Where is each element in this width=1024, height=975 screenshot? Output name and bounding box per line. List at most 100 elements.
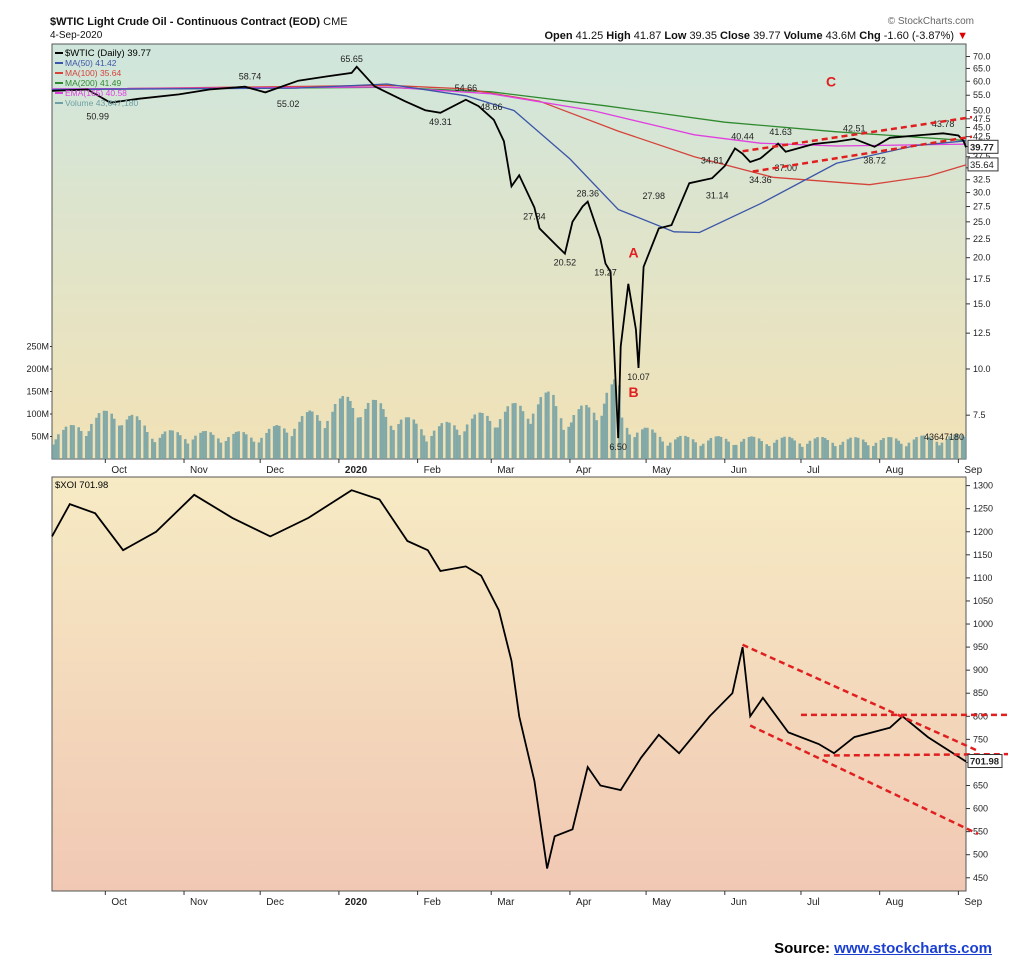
volume-bar — [864, 442, 868, 459]
volume-bar — [219, 442, 223, 459]
volume-bar — [242, 432, 246, 459]
xoi-tick-label: 1100 — [973, 573, 992, 583]
volume-bar — [694, 442, 697, 459]
quote-high: 41.87 — [633, 30, 662, 42]
xoi-legend: $XOI 701.98 — [55, 480, 108, 491]
volume-bar — [209, 432, 213, 459]
volume-bar — [927, 436, 931, 459]
price-label: 48.66 — [480, 102, 503, 112]
price-tick-label: 70.0 — [973, 52, 991, 62]
volume-bar — [707, 440, 710, 459]
volume-bar — [912, 439, 916, 459]
volume-bar — [412, 419, 416, 459]
volume-bar — [651, 429, 654, 459]
volume-bar — [653, 432, 657, 459]
volume-bar — [176, 432, 180, 459]
xoi-tick-label: 950 — [973, 642, 988, 652]
price-label: 34.36 — [749, 175, 772, 185]
xoi-tick-label: 550 — [973, 827, 988, 837]
legend-entry: MA(50) 41.42 — [65, 58, 117, 68]
volume-bar — [727, 441, 730, 459]
annotation-c: C — [826, 74, 836, 90]
ma100-line — [51, 84, 967, 186]
volume-bar — [331, 411, 334, 459]
price-tick-label: 17.5 — [973, 274, 991, 284]
source-label: Source: — [774, 940, 830, 957]
volume-bar — [633, 437, 637, 459]
volume-bar — [72, 425, 75, 459]
volume-bar — [536, 404, 540, 459]
volume-bar — [201, 431, 205, 459]
quote-open: 41.25 — [575, 30, 604, 42]
volume-bar — [861, 439, 865, 459]
volume-bar — [341, 396, 345, 459]
ma50-line — [51, 83, 967, 234]
quote-chg: -1.60 (-3.87%) — [883, 30, 955, 42]
volume-bar — [171, 430, 174, 459]
volume-bar — [308, 410, 312, 459]
volume-bar — [250, 437, 253, 459]
volume-bar — [488, 420, 492, 459]
volume-bar — [112, 418, 116, 459]
source-link[interactable]: www.stockcharts.com — [834, 940, 992, 957]
volume-bar — [260, 437, 263, 459]
volume-bar — [661, 441, 664, 459]
volume-bar — [440, 423, 444, 459]
volume-bar — [511, 403, 515, 459]
month-label: Apr — [576, 465, 592, 476]
volume-bar — [57, 434, 60, 459]
volume-bar — [364, 408, 367, 459]
volume-bar — [153, 442, 157, 459]
down-arrow-icon: ▼ — [957, 30, 968, 42]
legend-entry: Volume 43,647,180 — [65, 98, 139, 108]
volume-bar — [77, 427, 80, 459]
volume-bar — [143, 425, 146, 459]
volume-bar — [699, 445, 703, 459]
volume-bar — [470, 418, 474, 459]
annotation-a: A — [629, 245, 639, 261]
volume-bar — [955, 433, 959, 459]
volume-bar — [178, 435, 182, 459]
volume-bar — [496, 427, 499, 459]
price-label: 37.00 — [774, 163, 797, 173]
month-label: Feb — [424, 897, 442, 908]
volume-bar — [379, 403, 383, 459]
month-label: Jun — [731, 897, 747, 908]
volume-bar — [567, 426, 570, 459]
legend-entry: MA(100) 35.64 — [65, 68, 121, 78]
volume-bar — [806, 443, 809, 459]
volume-bar — [846, 439, 850, 459]
volume-bar — [790, 438, 794, 459]
price-tick-label: 32.5 — [973, 175, 991, 185]
volume-bar — [757, 438, 761, 459]
volume-bar — [613, 379, 616, 459]
volume-bar — [894, 438, 898, 459]
volume-bar — [953, 434, 956, 459]
volume-bar — [646, 427, 649, 459]
xoi-last-label: 701.98 — [970, 757, 999, 768]
volume-bar — [481, 412, 484, 459]
price-tick-label: 65.0 — [973, 63, 991, 73]
month-label: Mar — [497, 465, 515, 476]
month-label: Sep — [964, 897, 982, 908]
volume-bar — [547, 391, 550, 459]
volume-bar — [397, 424, 400, 459]
volume-bar — [326, 420, 329, 459]
volume-bar — [684, 435, 687, 459]
volume-bar — [767, 446, 771, 459]
month-label: Jun — [731, 465, 747, 476]
month-label: Oct — [111, 897, 127, 908]
volume-bar — [191, 439, 195, 459]
volume-bar — [186, 443, 190, 459]
volume-bar — [686, 437, 690, 459]
xoi-tick-label: 1250 — [973, 504, 993, 514]
volume-bar — [415, 423, 418, 459]
volume-bar — [674, 439, 677, 459]
volume-bar — [300, 416, 304, 459]
price-label: 27.98 — [642, 191, 665, 201]
volume-bar — [425, 441, 428, 459]
month-label: 2020 — [345, 897, 368, 908]
volume-bar — [783, 436, 786, 459]
volume-bar — [879, 440, 883, 459]
price-label: 20.52 — [554, 258, 577, 268]
